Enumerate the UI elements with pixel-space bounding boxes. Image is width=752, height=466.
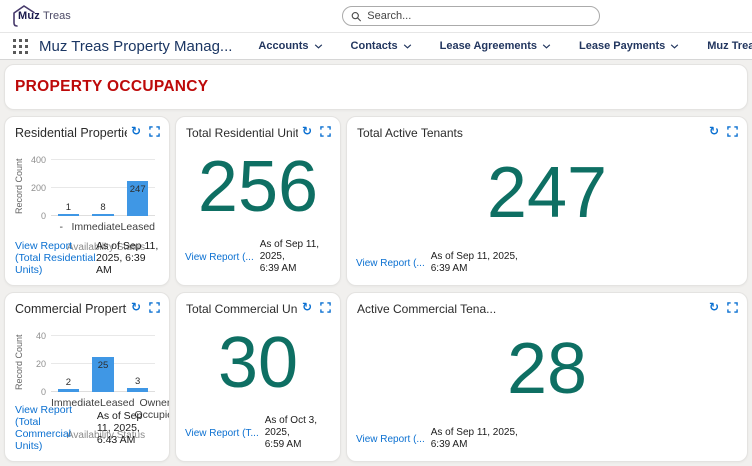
global-header: Muz Treas: [0, 0, 752, 32]
logo-text-light: Treas: [43, 10, 71, 22]
bar-chart-plot: 18 247: [51, 160, 155, 216]
house-outline-icon: [10, 4, 36, 28]
metric-value: 256: [176, 134, 340, 239]
company-logo: Muz Treas: [10, 4, 71, 28]
as-of-timestamp: As of Sep 11, 2025, 6:39 AM: [96, 240, 159, 276]
refresh-icon[interactable]: ↻: [131, 126, 141, 137]
bar-chart-plot: 225 3: [51, 336, 155, 392]
y-tick-label: 0: [41, 387, 46, 397]
expand-icon[interactable]: [149, 126, 160, 137]
x-axis-category-labels: -ImmediateLeased: [51, 221, 155, 233]
chart-card-residential-availability: Residential Properties Unit Availability…: [4, 116, 170, 286]
nav-item-lease-agreements[interactable]: Lease Agreements: [440, 40, 551, 52]
app-launcher-icon[interactable]: [13, 39, 28, 54]
category-label: Immediate: [72, 221, 121, 233]
bar-value-label: 2: [51, 377, 86, 388]
as-of-timestamp: As of Sep 11, 2025,6:39 AM: [431, 251, 518, 275]
bar-value-label: 3: [120, 376, 155, 387]
chevron-down-icon: [403, 44, 412, 49]
category-label: -: [51, 221, 72, 233]
bar-Owner-Occupied[interactable]: [127, 388, 148, 392]
chevron-down-icon: [542, 44, 551, 49]
view-report-link[interactable]: View Report (Total Residential Units): [15, 240, 96, 276]
dashboard-main: PROPERTY OCCUPANCY Total Residential Uni…: [0, 60, 752, 466]
y-axis-label: Record Count: [13, 156, 25, 216]
bar-value-label: 1: [51, 202, 86, 213]
app-navigation-bar: Muz Treas Property Manag... Accounts Con…: [0, 32, 752, 60]
view-report-link[interactable]: View Report (...: [356, 258, 425, 269]
metric-value: 30: [176, 310, 340, 415]
chevron-down-icon: [670, 44, 679, 49]
y-tick-label: 20: [36, 359, 46, 369]
y-tick-label: 200: [31, 183, 46, 193]
metric-value: 28: [347, 310, 747, 427]
view-report-link[interactable]: View Report (...: [185, 252, 254, 263]
refresh-icon[interactable]: ↻: [131, 302, 141, 313]
bar-value-label: 25: [86, 360, 121, 371]
chart-title: Commercial Properties Availability: [15, 302, 127, 316]
search-input[interactable]: [367, 10, 591, 22]
view-report-link[interactable]: View Report (...: [356, 434, 425, 445]
bar-Immediate[interactable]: [92, 214, 113, 216]
view-report-link[interactable]: View Report (Total Commercial Units): [15, 404, 97, 452]
bar-value-label: 247: [120, 184, 155, 195]
chart-card-commercial-availability: Commercial Properties Availability ↻ Rec…: [4, 292, 170, 462]
y-axis-ticks: 02040: [25, 336, 51, 392]
page-title: PROPERTY OCCUPANCY: [15, 78, 208, 96]
nav-item-accounts[interactable]: Accounts: [258, 40, 322, 52]
search-icon: [351, 11, 361, 22]
bar-Immediate[interactable]: [58, 389, 79, 392]
global-search[interactable]: [342, 6, 600, 26]
as-of-timestamp: As of Sep 11, 2025,6:39 AM: [260, 239, 334, 275]
y-tick-label: 400: [31, 155, 46, 165]
kpi-card-active-commercial-tenants: Active Commercial Tena... ↻ 28 View Repo…: [346, 292, 748, 462]
metric-value: 247: [347, 134, 747, 251]
app-name[interactable]: Muz Treas Property Manag...: [39, 38, 232, 55]
chart-title: Residential Properties Unit Availability: [15, 126, 127, 140]
as-of-timestamp: As of Oct 3, 2025,6:59 AM: [265, 415, 334, 451]
view-report-link[interactable]: View Report (T...: [185, 428, 259, 439]
category-label: Leased: [121, 221, 155, 233]
as-of-timestamp: As of Sep 11, 2025,6:39 AM: [431, 427, 518, 451]
y-axis-label: Record Count: [13, 332, 25, 392]
chevron-down-icon: [314, 44, 323, 49]
kpi-card-total-commercial-units: Total Commercial Units ↻ 30 View Report …: [175, 292, 341, 462]
bar-value-label: 8: [86, 202, 121, 213]
nav-item-muz-treas-properties[interactable]: Muz Treas Properties: [707, 40, 752, 52]
nav-item-contacts[interactable]: Contacts: [351, 40, 412, 52]
as-of-timestamp: As of Sep 11, 2025, 6:43 AM: [97, 410, 159, 446]
expand-icon[interactable]: [149, 302, 160, 313]
bar--[interactable]: [58, 214, 79, 216]
dashboard-grid: Total Residential Units ↻ 256 View Repor…: [4, 116, 748, 462]
y-tick-label: 0: [41, 211, 46, 221]
kpi-card-total-residential-units: Total Residential Units ↻ 256 View Repor…: [175, 116, 341, 286]
dashboard-title-card: PROPERTY OCCUPANCY: [4, 64, 748, 110]
kpi-card-total-active-tenants: Total Active Tenants ↻ 247 View Report (…: [346, 116, 748, 286]
nav-item-lease-payments[interactable]: Lease Payments: [579, 40, 679, 52]
y-tick-label: 40: [36, 331, 46, 341]
y-axis-ticks: 0200400: [25, 160, 51, 216]
